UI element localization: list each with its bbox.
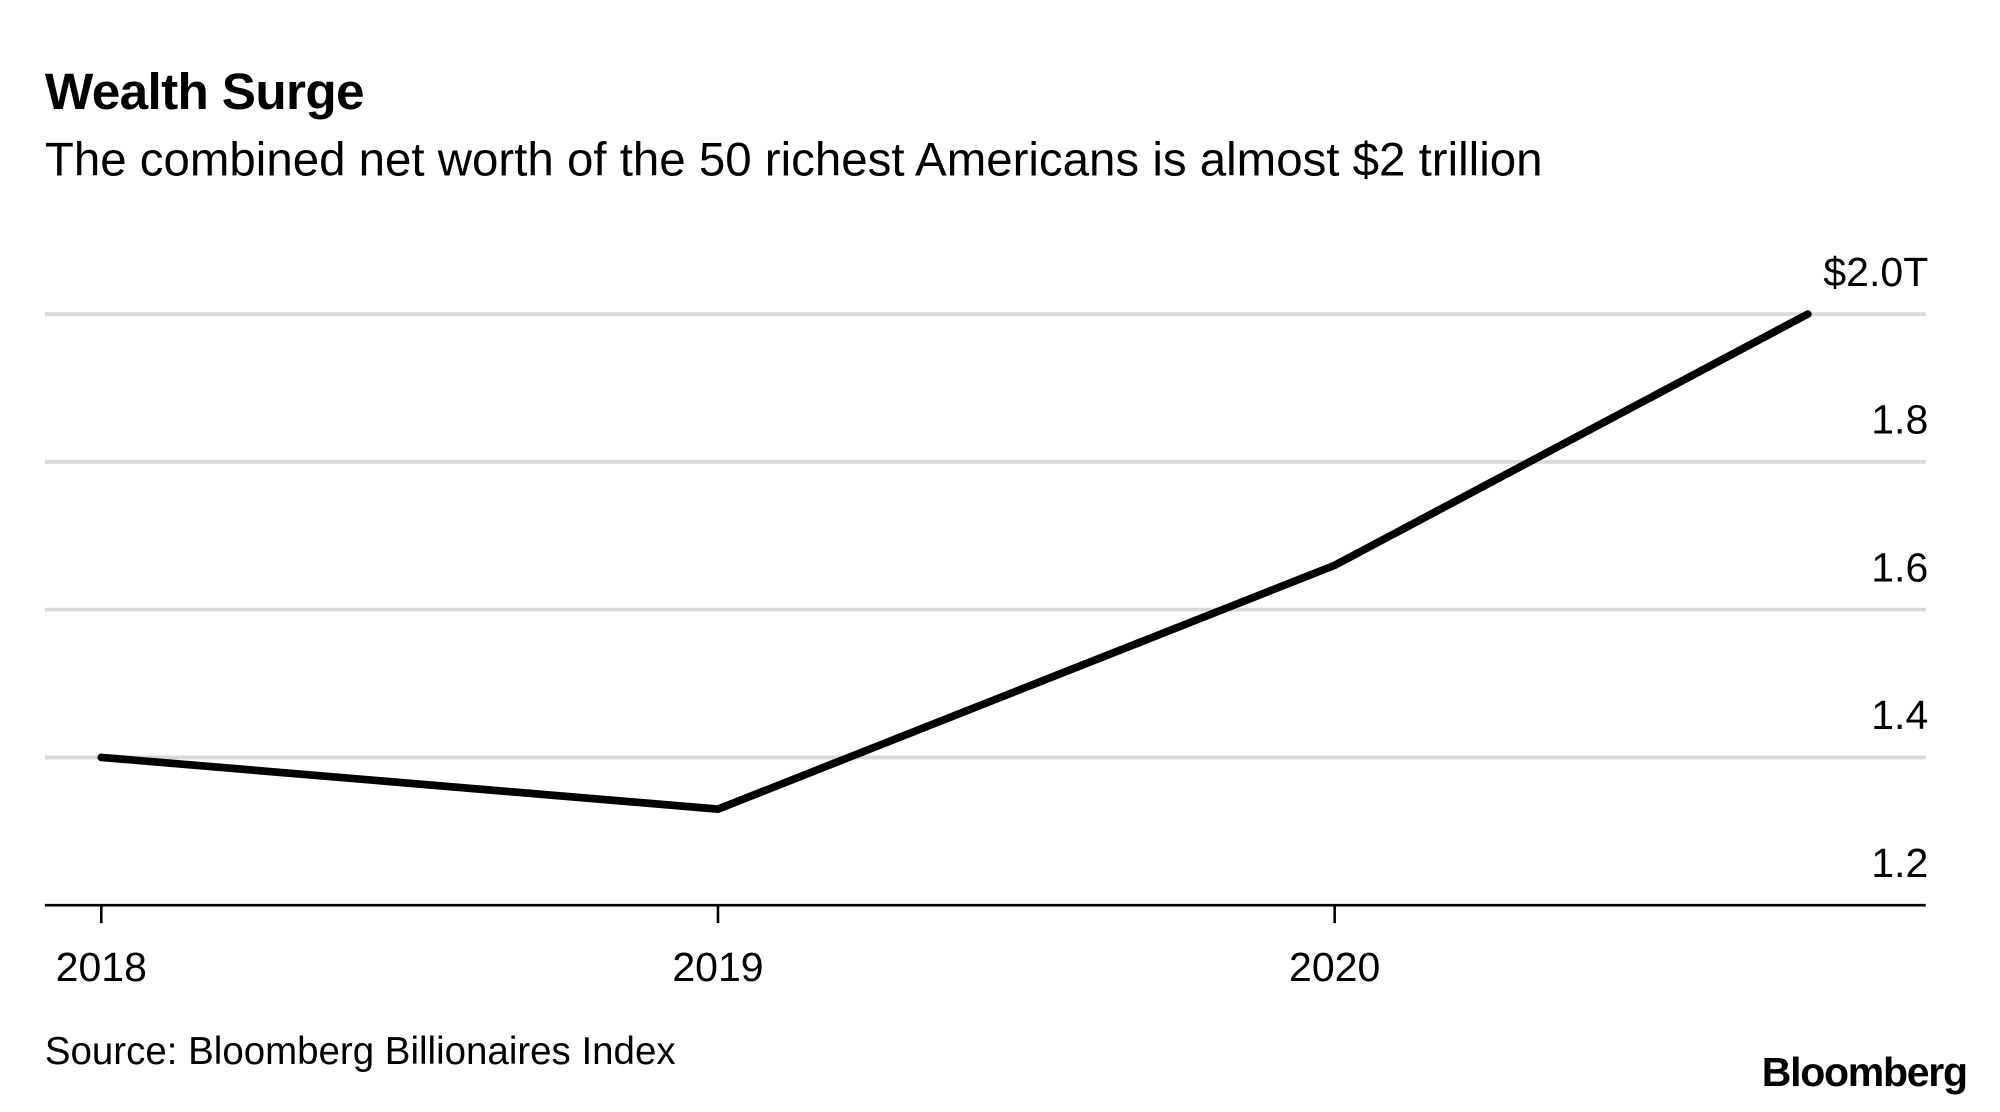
y-tick-label: 1.4	[1871, 692, 1928, 738]
source-note: Source: Bloomberg Billionaires Index	[45, 1031, 676, 1075]
x-tick-label: 2018	[56, 944, 147, 990]
y-tick-label: $2.0T	[1823, 249, 1928, 295]
y-tick-label: 1.8	[1871, 397, 1928, 443]
y-tick-label: 1.2	[1871, 840, 1928, 886]
x-tick-label: 2019	[672, 944, 763, 990]
bloomberg-logo: Bloomberg	[1762, 1049, 1967, 1096]
x-tick-label: 2020	[1289, 944, 1380, 990]
data-line	[101, 314, 1807, 809]
y-tick-label: 1.6	[1871, 544, 1928, 590]
